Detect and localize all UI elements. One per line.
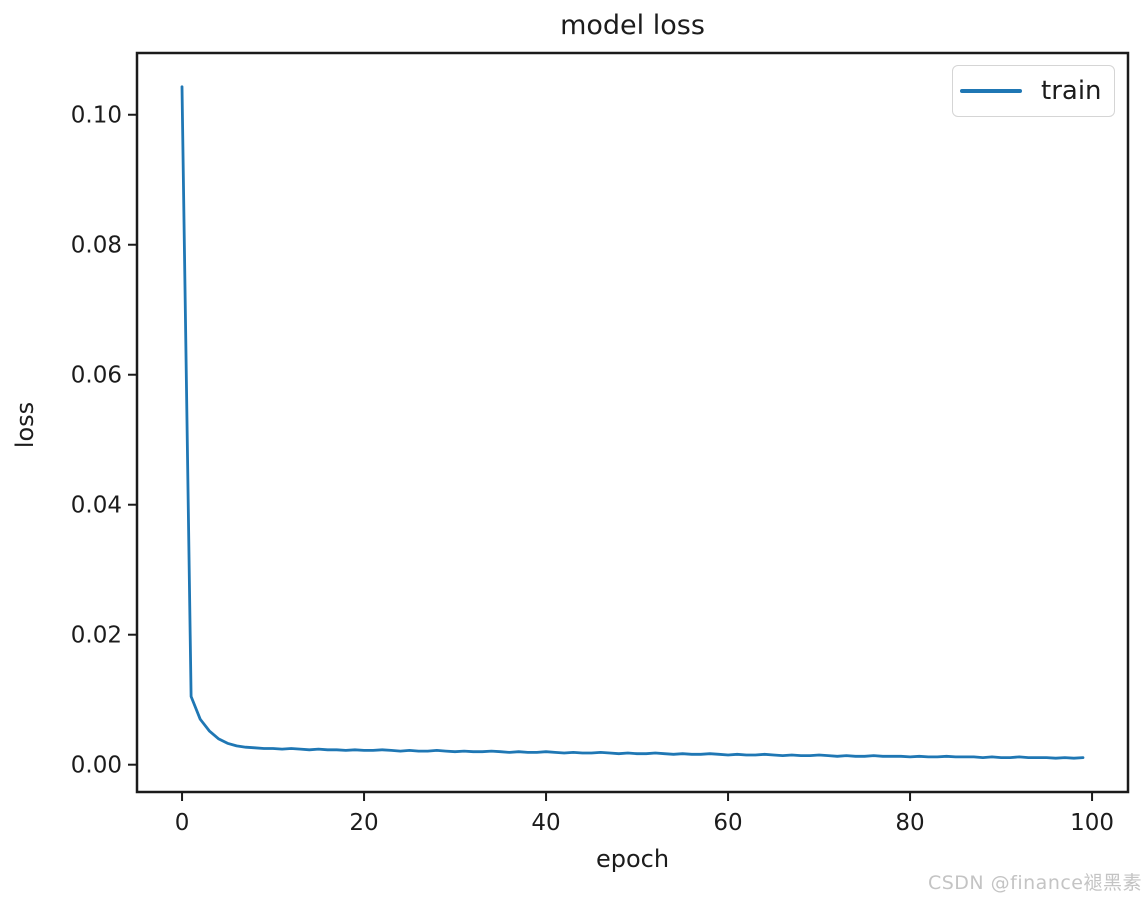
watermark: CSDN @finance褪黑素 xyxy=(927,872,1142,894)
x-tick-label: 40 xyxy=(531,810,560,836)
y-tick-label: 0.00 xyxy=(71,753,122,779)
x-tick-label: 80 xyxy=(895,810,924,836)
y-axis-ticks: 0.00 0.02 0.04 0.06 0.08 0.10 xyxy=(71,103,137,779)
x-tick-label: 20 xyxy=(349,810,378,836)
legend-label-train: train xyxy=(1041,76,1102,106)
x-axis-ticks: 0 20 40 60 80 100 xyxy=(175,792,1114,836)
y-tick-label: 0.06 xyxy=(71,363,122,389)
y-tick-label: 0.10 xyxy=(71,103,122,129)
legend: train xyxy=(952,65,1115,117)
x-tick-label: 60 xyxy=(713,810,742,836)
y-tick-label: 0.04 xyxy=(71,493,122,519)
axes-frame xyxy=(135,51,1130,794)
y-tick-label: 0.08 xyxy=(71,233,122,259)
chart-title: model loss xyxy=(560,10,705,41)
train-line xyxy=(180,85,1085,760)
x-tick-label: 0 xyxy=(175,810,190,836)
y-tick-label: 0.02 xyxy=(71,623,122,649)
legend-swatch-train-line xyxy=(960,89,1022,93)
x-axis-label: epoch xyxy=(595,845,670,873)
x-tick-label: 100 xyxy=(1070,810,1114,836)
